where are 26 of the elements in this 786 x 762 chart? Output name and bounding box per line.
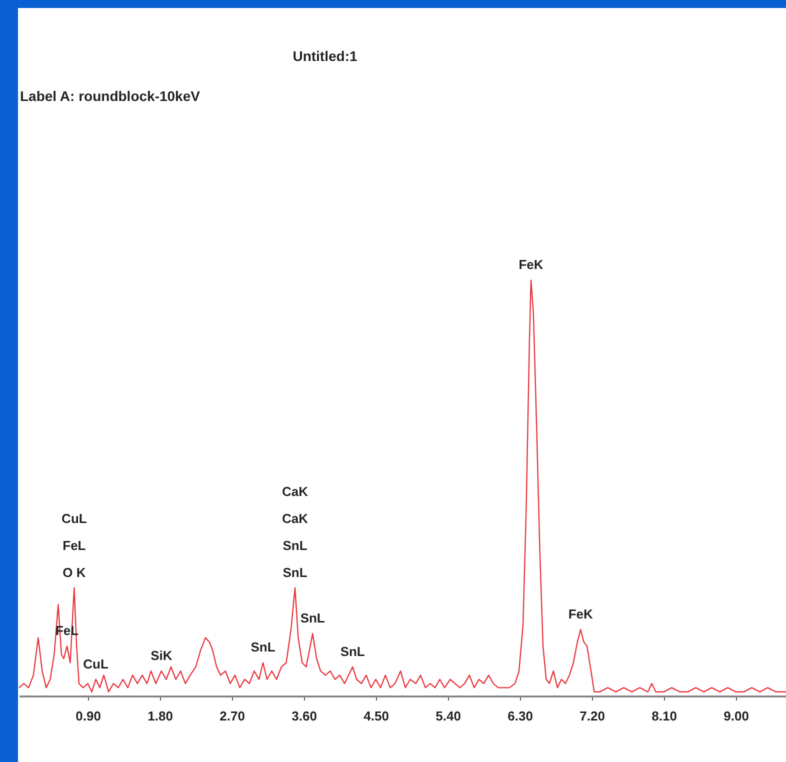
- chart-subtitle: Label A: roundblock-10keV: [20, 88, 200, 104]
- x-tick-label: 4.50: [364, 708, 389, 724]
- annotation: CuL: [62, 510, 87, 526]
- annotation: SnL: [250, 640, 276, 655]
- annotation: CuL: [83, 656, 108, 672]
- x-tick-label: 8.10: [652, 708, 677, 724]
- annotation: FeK: [518, 257, 544, 272]
- x-tick-label: 7.20: [580, 708, 605, 724]
- x-tick-label: 9.00: [724, 708, 749, 724]
- x-tick-label: 1.80: [148, 708, 173, 724]
- x-tick-label: 5.40: [436, 708, 461, 724]
- x-tick-label: 3.60: [292, 708, 317, 724]
- annotation: SnL: [340, 644, 365, 659]
- x-tick-label: 2.70: [220, 708, 245, 724]
- annotation: SnL: [282, 564, 308, 580]
- annotation: CaK: [282, 510, 309, 526]
- annotation: CaK: [282, 484, 309, 499]
- annotation: SnL: [282, 538, 308, 553]
- x-tick-label: 6.30: [508, 708, 533, 724]
- annotation: SiK: [150, 648, 173, 664]
- annotation: FeK: [568, 606, 594, 622]
- x-tick-label: 0.90: [76, 708, 101, 724]
- annotation: FeL: [62, 538, 86, 553]
- annotation: O K: [62, 564, 86, 580]
- annotation: SnL: [300, 610, 325, 626]
- chart-title: Untitled:1: [292, 48, 358, 64]
